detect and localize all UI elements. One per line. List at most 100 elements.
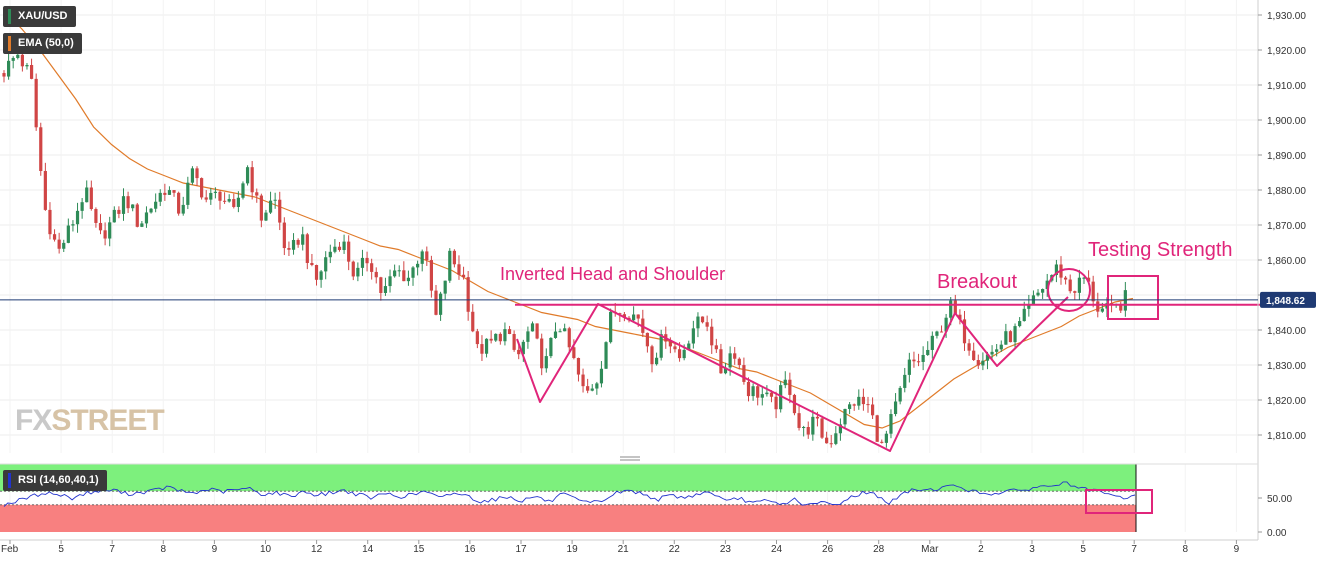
rsi-legend[interactable]: RSI (14,60,40,1) bbox=[3, 470, 107, 491]
candle-body bbox=[1123, 290, 1127, 311]
candle bbox=[774, 391, 778, 419]
candle-body bbox=[374, 271, 378, 278]
time-tick-label: 3 bbox=[1029, 544, 1035, 555]
candle bbox=[305, 232, 309, 270]
ema-legend[interactable]: EMA (50,0) bbox=[3, 33, 82, 54]
candle-body bbox=[719, 349, 723, 374]
candle-body bbox=[733, 353, 737, 359]
candle-body bbox=[1091, 281, 1095, 302]
candle-body bbox=[264, 212, 268, 221]
candle bbox=[241, 181, 245, 200]
candle-body bbox=[324, 257, 328, 272]
candle-body bbox=[43, 170, 47, 210]
candle-body bbox=[347, 241, 351, 262]
candle-body bbox=[829, 443, 833, 445]
candle bbox=[420, 249, 424, 272]
candle-body bbox=[834, 433, 838, 444]
candle-body bbox=[512, 334, 516, 350]
instrument-legend[interactable]: XAU/USD bbox=[3, 6, 76, 27]
candle-body bbox=[475, 331, 479, 345]
candle bbox=[213, 187, 218, 199]
candle-body bbox=[769, 392, 774, 397]
candle-body bbox=[34, 78, 38, 128]
candle-body bbox=[416, 263, 420, 268]
candle bbox=[581, 368, 585, 393]
candle bbox=[811, 409, 815, 441]
time-tick-label: 5 bbox=[1080, 544, 1086, 555]
candle bbox=[250, 160, 254, 200]
candle bbox=[650, 344, 654, 373]
candle bbox=[48, 202, 52, 240]
candle bbox=[838, 418, 843, 441]
candle-body bbox=[636, 314, 640, 319]
candle-body bbox=[177, 192, 181, 214]
candle bbox=[448, 248, 452, 283]
candle bbox=[370, 258, 374, 280]
candle bbox=[360, 249, 365, 276]
candle bbox=[85, 180, 89, 203]
candle bbox=[751, 383, 755, 401]
candle-body bbox=[452, 250, 456, 265]
candle bbox=[393, 264, 397, 278]
candle-body bbox=[236, 197, 240, 207]
candle-body bbox=[728, 353, 732, 368]
candle bbox=[958, 309, 962, 325]
candle bbox=[328, 244, 332, 264]
candle-body bbox=[1077, 277, 1081, 293]
candle bbox=[43, 162, 47, 211]
candle-body bbox=[131, 204, 135, 209]
candle-body bbox=[411, 267, 415, 278]
candle-body bbox=[103, 230, 107, 239]
candle bbox=[590, 384, 594, 392]
price-tick-label: 1,910.00 bbox=[1267, 81, 1306, 92]
candle bbox=[181, 196, 185, 216]
rsi-overbought-zone bbox=[0, 464, 1136, 492]
candle-body bbox=[16, 54, 20, 58]
candle-body bbox=[434, 290, 438, 315]
candle-body bbox=[11, 57, 15, 61]
candle bbox=[930, 331, 934, 359]
candle-body bbox=[880, 441, 884, 443]
candle bbox=[756, 385, 760, 406]
panel-divider-handle[interactable] bbox=[620, 456, 640, 461]
candle bbox=[374, 267, 378, 284]
price-tick-label: 1,820.00 bbox=[1267, 396, 1306, 407]
candle-body bbox=[222, 200, 227, 202]
candle bbox=[177, 191, 181, 216]
candle bbox=[158, 189, 162, 207]
candle-body bbox=[172, 190, 176, 193]
price-tick-label: 1,900.00 bbox=[1267, 116, 1306, 127]
candle bbox=[452, 249, 456, 268]
candle bbox=[673, 343, 677, 353]
candle-body bbox=[117, 209, 121, 214]
candle bbox=[710, 318, 714, 354]
candle-body bbox=[668, 341, 672, 347]
candle-body bbox=[333, 246, 337, 252]
candle-body bbox=[916, 361, 921, 363]
candle bbox=[1045, 273, 1049, 297]
candle-body bbox=[48, 209, 52, 235]
candle-body bbox=[356, 267, 360, 277]
candle bbox=[149, 207, 153, 214]
candle bbox=[268, 191, 273, 214]
candle bbox=[1068, 274, 1072, 294]
candle bbox=[273, 192, 277, 209]
candle bbox=[236, 191, 240, 213]
candle-body bbox=[200, 178, 204, 198]
candle-body bbox=[535, 323, 539, 339]
candle bbox=[411, 266, 415, 286]
candle-body bbox=[94, 209, 98, 223]
candle-body bbox=[848, 404, 852, 409]
candle bbox=[967, 339, 971, 356]
candle bbox=[972, 342, 976, 361]
candle-body bbox=[57, 239, 61, 249]
candle bbox=[402, 261, 406, 282]
candle-body bbox=[71, 224, 75, 226]
candle bbox=[530, 321, 535, 332]
rsi-label: RSI (14,60,40,1) bbox=[18, 474, 99, 486]
candle-body bbox=[567, 328, 571, 348]
candle-body bbox=[1096, 301, 1100, 312]
candle bbox=[889, 409, 893, 439]
candle bbox=[356, 262, 360, 282]
candle bbox=[549, 337, 553, 359]
